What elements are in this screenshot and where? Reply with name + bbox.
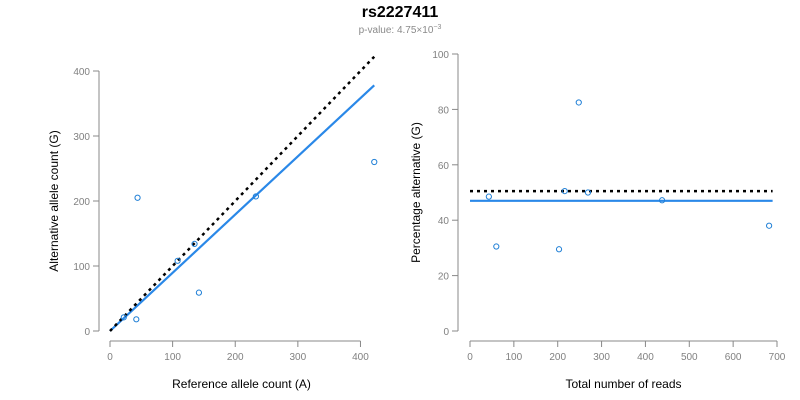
- percentage-alternative-scatter-plot: 0 20 40 60 80 100 0 100 200 300 400 500 600 700 Total …: [409, 50, 786, 391]
- data-point: [120, 314, 127, 321]
- y-tick-label: 100: [73, 262, 90, 273]
- data-point: [658, 197, 666, 204]
- x-tick-label: 100: [164, 352, 181, 363]
- x-tick-label: 100: [506, 352, 523, 363]
- x-tick-label: 0: [467, 352, 473, 363]
- x-tick-label: 700: [769, 352, 786, 363]
- y-tick-label: 0: [84, 327, 90, 338]
- y-tick-label: 400: [73, 67, 90, 78]
- data-point: [252, 193, 260, 200]
- x-tick-label: 0: [107, 352, 113, 363]
- data-point: [485, 193, 492, 200]
- pvalue-subtitle: p-value: 4.75×10−3: [0, 22, 800, 37]
- y-tick-label: 80: [438, 105, 450, 116]
- data-point: [133, 316, 140, 323]
- y-tick-label: 60: [438, 161, 450, 172]
- chart-title: rs2227411: [361, 4, 439, 21]
- data-point: [493, 243, 500, 250]
- x-tick-label: 400: [637, 352, 654, 363]
- y-axis-label: Percentage alternative (G): [409, 122, 423, 263]
- data-point: [555, 246, 563, 253]
- fitted-trend-line: [109, 84, 376, 332]
- data-point: [371, 158, 378, 166]
- allele-count-scatter-plot: 0 100 200 300 400 0 100 200 300 400 Reference alle…: [47, 55, 378, 391]
- x-tick-label: 300: [290, 352, 307, 363]
- x-tick-label: 200: [227, 352, 244, 363]
- title-block: rs2227411 p-value: 4.75×10−3: [0, 4, 800, 37]
- y-tick-label: 40: [438, 216, 450, 227]
- x-tick-label: 200: [549, 352, 566, 363]
- x-tick-label: 600: [725, 352, 742, 363]
- expected-ratio-dotted-line: [109, 55, 376, 332]
- y-axis-label: Alternative allele count (G): [47, 130, 61, 271]
- data-point: [134, 194, 141, 201]
- y-tick-label: 0: [443, 327, 449, 338]
- x-axis-label: Reference allele count (A): [172, 377, 311, 391]
- pvalue-text: p-value: 4.75×10: [358, 25, 434, 36]
- x-tick-label: 300: [593, 352, 610, 363]
- x-tick-label: 500: [681, 352, 698, 363]
- data-point: [766, 222, 773, 229]
- y-tick-label: 200: [73, 197, 90, 208]
- x-axis-label: Total number of reads: [565, 377, 681, 391]
- y-tick-label: 20: [438, 272, 450, 283]
- data-point: [191, 240, 198, 247]
- pvalue-exponent: −3: [433, 24, 442, 31]
- data-point: [561, 188, 568, 195]
- y-tick-label: 100: [432, 50, 449, 61]
- data-point: [584, 189, 592, 196]
- data-point: [195, 289, 203, 296]
- x-tick-label: 400: [352, 352, 369, 363]
- y-tick-label: 300: [73, 132, 90, 143]
- data-point: [575, 99, 582, 106]
- data-point: [174, 257, 181, 264]
